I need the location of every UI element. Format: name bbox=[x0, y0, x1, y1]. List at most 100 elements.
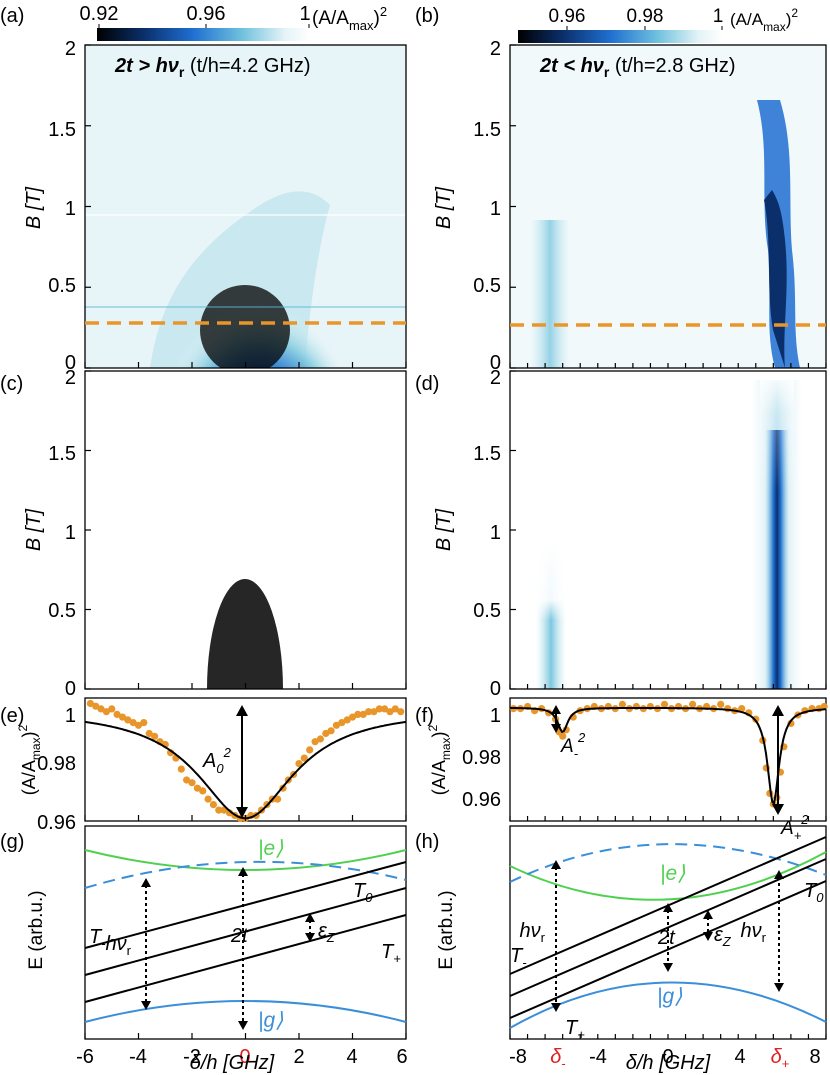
panel-b-yticks: 0 0.5 1 1.5 2 bbox=[473, 38, 501, 374]
panel-f-arrowhead bbox=[551, 724, 561, 733]
colorbar-b-gradient bbox=[518, 30, 723, 43]
ytick-label: 0 bbox=[490, 352, 501, 374]
data-point bbox=[183, 776, 191, 784]
colorbar-a: (a) 0.92 0.96 1 (A/Amax)2 bbox=[0, 3, 387, 41]
data-point bbox=[370, 708, 378, 716]
panel-h-2t-label: 2t bbox=[657, 927, 676, 949]
panel-e-ylabel: (A/Amax)2 bbox=[16, 725, 43, 796]
data-point bbox=[177, 765, 185, 773]
panel-label-g: (g) bbox=[0, 831, 24, 853]
panel-b-line-minus bbox=[530, 220, 570, 368]
ytick-label: 2 bbox=[490, 367, 501, 389]
ytick-label: 0.96 bbox=[462, 789, 501, 811]
data-point bbox=[274, 795, 282, 803]
panel-g-xticks: -6 -4 -2 0 2 4 6 bbox=[76, 1046, 407, 1068]
data-point bbox=[332, 721, 340, 729]
data-point bbox=[348, 713, 357, 721]
panel-h-arrowhead bbox=[551, 1003, 561, 1012]
ytick-label: 0 bbox=[490, 678, 501, 700]
data-point bbox=[102, 708, 110, 716]
panel-g-arrowhead bbox=[305, 933, 315, 942]
data-point bbox=[316, 735, 324, 743]
colorbar-a-ticklabel: 1 bbox=[299, 3, 310, 25]
data-point bbox=[327, 727, 335, 735]
colorbar-a-gradient bbox=[97, 28, 310, 41]
data-point bbox=[618, 700, 627, 709]
panel-c: (c) B [T] 0 0.5 1 1.5 2 bbox=[0, 367, 407, 700]
panel-label-e: (e) bbox=[0, 705, 24, 727]
panel-b: 2t < hνr (t/h=2.8 GHz) B [T] 0 0.5 1 1.5… bbox=[433, 38, 827, 374]
panel-f-ylabel: (A/Amax)2 bbox=[426, 725, 453, 796]
data-point bbox=[108, 705, 116, 713]
data-point bbox=[199, 787, 207, 795]
data-point bbox=[124, 716, 132, 724]
panel-a-title: 2t > hνr (t/h=4.2 GHz) bbox=[114, 55, 311, 80]
data-point bbox=[375, 705, 383, 713]
xtick-label-red: δ- bbox=[550, 1046, 565, 1071]
panel-c-core bbox=[207, 579, 283, 689]
data-point bbox=[365, 708, 373, 716]
ytick-label: 1.5 bbox=[48, 119, 76, 141]
panel-f-arrowhead bbox=[772, 705, 784, 716]
panel-h-arrowhead bbox=[703, 932, 713, 941]
panel-h-hv-label-minus: hνr bbox=[520, 920, 546, 945]
ytick-label: 0.98 bbox=[37, 753, 76, 775]
colorbar-a-unit: (A/Amax)2 bbox=[312, 4, 387, 33]
data-point bbox=[134, 721, 143, 729]
xtick-label: 0 bbox=[662, 1046, 673, 1068]
ytick-label: 0.5 bbox=[48, 275, 76, 297]
panel-h-arrowhead bbox=[774, 870, 784, 879]
panel-a-core bbox=[200, 285, 290, 368]
panel-h-g-state bbox=[509, 981, 827, 1029]
xtick-label: -4 bbox=[589, 1046, 607, 1068]
ytick-label: 0 bbox=[65, 678, 76, 700]
panel-h: (h) |e⟩ |g⟩ T- T0 T+ hνr hνr 2t εZ E (ar… bbox=[415, 825, 827, 1074]
data-point bbox=[717, 700, 725, 709]
panel-b-title: 2t < hνr (t/h=2.8 GHz) bbox=[539, 55, 736, 80]
panel-d-line-plus-fade bbox=[760, 371, 794, 491]
colorbar-a-ticklabel: 0.96 bbox=[187, 3, 226, 25]
colorbar-b: (b) 0.96 0.98 1 (A/Amax)2 bbox=[415, 5, 798, 43]
xtick-label: -4 bbox=[129, 1046, 147, 1068]
xtick-label: -8 bbox=[509, 1046, 527, 1068]
panel-g-g-label: |g⟩ bbox=[258, 1009, 283, 1032]
xtick-label-red: δ+ bbox=[771, 1046, 790, 1071]
panel-label-h: (h) bbox=[415, 831, 439, 853]
panel-e-fit bbox=[84, 720, 407, 820]
panel-g-g-state bbox=[84, 1000, 407, 1023]
ytick-label: 1.5 bbox=[473, 443, 501, 465]
xtick-label: 6 bbox=[396, 1046, 407, 1068]
panel-h-arrowhead bbox=[551, 860, 561, 869]
data-point bbox=[689, 700, 697, 709]
panel-h-xticks: -8 δ- -4 0 4 δ+ 8 bbox=[509, 1046, 820, 1071]
panel-a-yticks: 0 0.5 1 1.5 2 bbox=[48, 38, 76, 374]
ytick-label: 0.96 bbox=[37, 812, 76, 834]
panel-h-Tplus-line bbox=[509, 880, 827, 1019]
data-point bbox=[118, 713, 127, 721]
ytick-label: 1 bbox=[490, 522, 501, 544]
panel-g-Tplus-line bbox=[84, 914, 407, 1003]
data-point bbox=[724, 705, 732, 713]
panel-g-arrowhead bbox=[141, 878, 151, 887]
panel-e-arrowhead-up bbox=[236, 705, 248, 716]
xtick-label: 4 bbox=[346, 1046, 357, 1068]
panel-h-arrowhead bbox=[663, 963, 673, 972]
panel-g-hv-label: hνr bbox=[106, 933, 132, 958]
data-point bbox=[381, 705, 389, 713]
xtick-label: 0 bbox=[239, 1046, 250, 1068]
ytick-label: 1 bbox=[490, 705, 501, 727]
panel-d-ylabel: B [T] bbox=[433, 508, 455, 551]
data-point bbox=[145, 729, 153, 738]
data-point bbox=[113, 710, 121, 719]
panel-d: (d) B [T] 0 0.5 1 1.5 2 bbox=[415, 367, 827, 700]
panel-b-ylabel: B [T] bbox=[433, 186, 455, 229]
panel-h-arrowhead bbox=[663, 903, 673, 912]
panel-h-ylabel: E (arb.u.) bbox=[436, 890, 457, 969]
panel-c-ylabel: B [T] bbox=[23, 508, 45, 551]
panel-g: (g) |e⟩ |g⟩ T- T0 T+ hνr 2t εZ E (arb.u.… bbox=[0, 825, 408, 1074]
ytick-label: 1 bbox=[65, 198, 76, 220]
ytick-label: 0.98 bbox=[462, 747, 501, 769]
ytick-label: 2 bbox=[65, 367, 76, 389]
panel-h-e-label: |e⟩ bbox=[660, 862, 685, 885]
data-point bbox=[306, 746, 314, 754]
